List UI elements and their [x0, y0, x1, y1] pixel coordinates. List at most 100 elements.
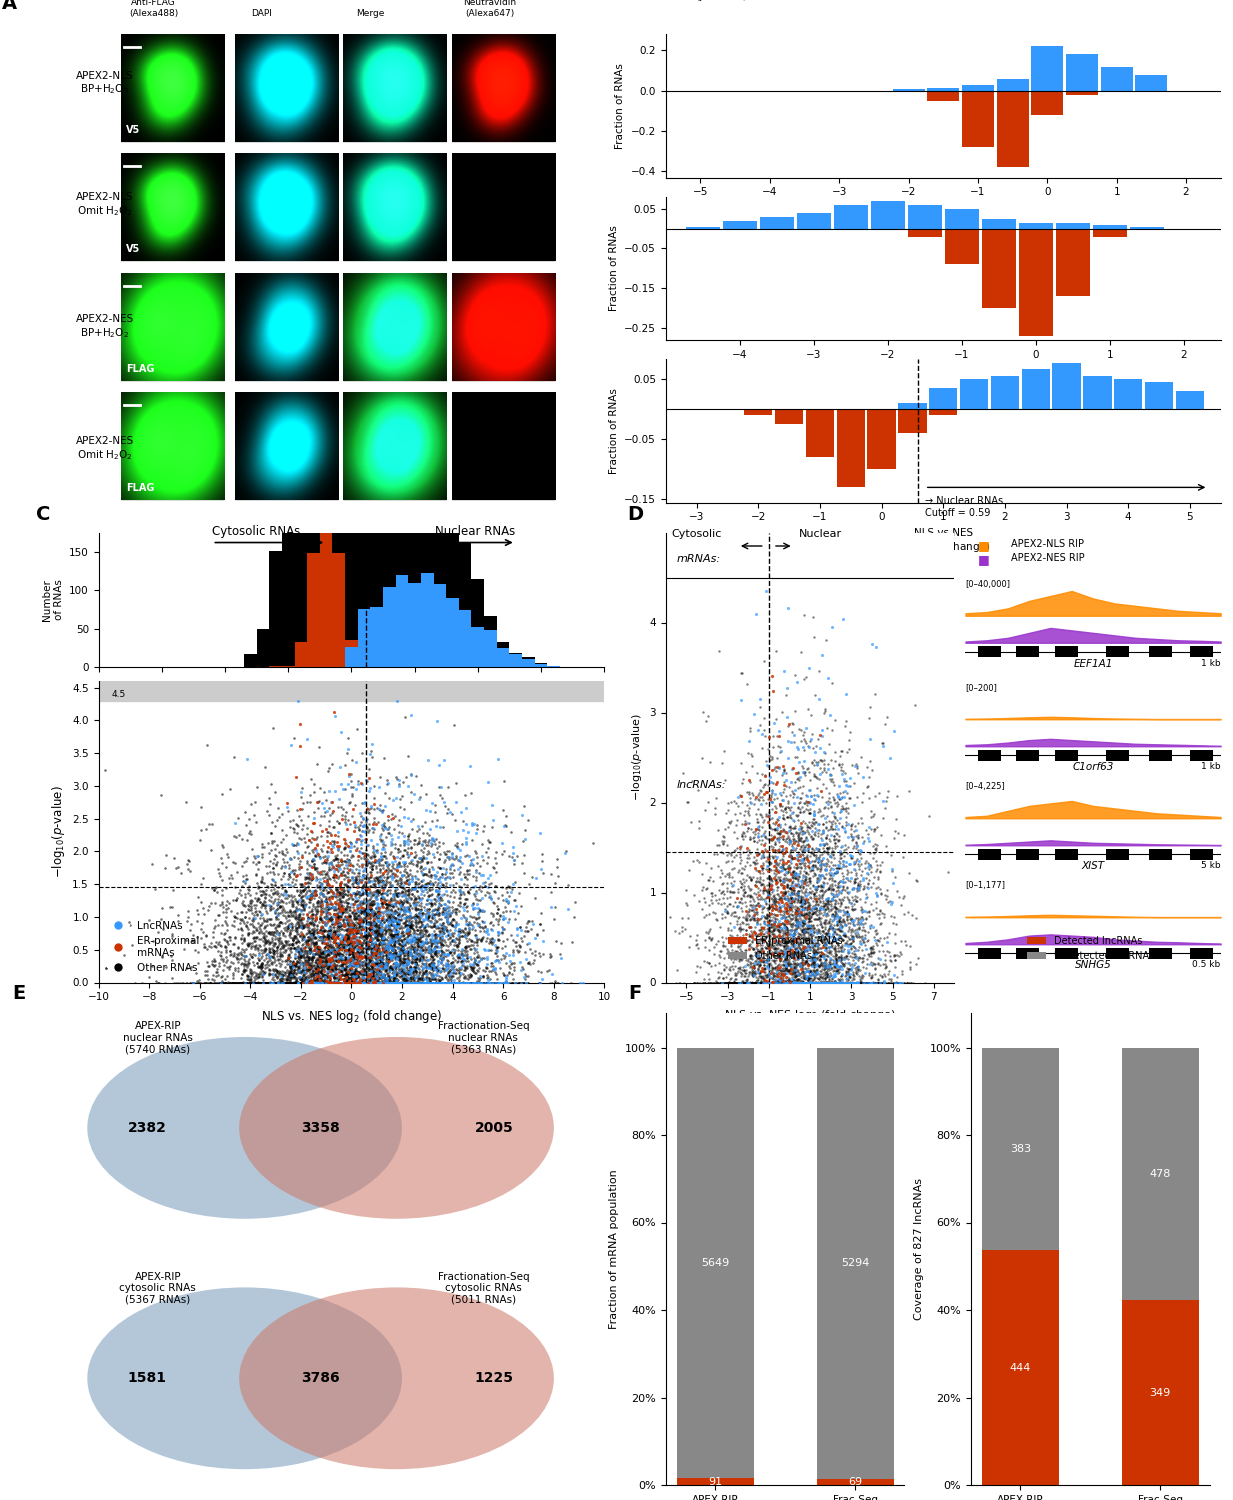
Point — [317, 932, 337, 956]
Point — [512, 894, 531, 918]
Point — [799, 837, 819, 861]
Point — [710, 945, 730, 969]
Point — [836, 958, 856, 982]
Point — [803, 915, 822, 939]
Point — [523, 909, 543, 933]
Point — [387, 914, 407, 938]
Point — [705, 970, 725, 994]
Point — [747, 910, 767, 934]
Point — [420, 970, 440, 994]
Point — [773, 827, 793, 850]
Point — [382, 864, 402, 888]
Point — [773, 926, 793, 950]
Point — [351, 970, 371, 994]
Point — [827, 916, 847, 940]
Point — [435, 903, 455, 927]
Point — [287, 920, 307, 944]
Point — [312, 952, 332, 976]
Point — [343, 915, 363, 939]
Point — [743, 962, 763, 986]
Point — [830, 918, 850, 942]
Point — [824, 970, 843, 994]
Point — [785, 900, 805, 924]
Point — [333, 884, 353, 908]
Point — [771, 948, 790, 972]
Point — [831, 914, 851, 938]
Point — [825, 970, 845, 994]
Point — [363, 970, 382, 994]
Point — [454, 970, 473, 994]
Point — [259, 921, 279, 945]
Point — [792, 970, 811, 994]
Point — [800, 865, 820, 889]
Point — [303, 970, 323, 994]
Point — [317, 862, 337, 886]
Point — [804, 880, 824, 904]
Point — [406, 844, 425, 868]
Point — [441, 970, 461, 994]
Point — [457, 894, 477, 918]
Point — [789, 951, 809, 975]
Point — [303, 924, 323, 948]
Point — [370, 951, 390, 975]
Point — [291, 945, 311, 969]
Point — [783, 950, 803, 974]
Point — [205, 970, 224, 994]
Bar — [1122, 1047, 1198, 1300]
Point — [211, 970, 231, 994]
Point — [433, 897, 453, 921]
Point — [788, 766, 808, 790]
Point — [432, 885, 451, 909]
Point — [307, 970, 327, 994]
Point — [772, 924, 792, 948]
Point — [309, 948, 329, 972]
Point — [806, 970, 826, 994]
Point — [795, 970, 815, 994]
Point — [424, 970, 444, 994]
Point — [451, 970, 471, 994]
Point — [340, 839, 360, 862]
Point — [793, 735, 813, 759]
Point — [338, 909, 358, 933]
Point — [274, 970, 293, 994]
Point — [284, 948, 303, 972]
Point — [478, 837, 498, 861]
Point — [302, 900, 322, 924]
Point — [797, 930, 816, 954]
Point — [434, 850, 454, 874]
Point — [761, 970, 780, 994]
Point — [293, 933, 313, 957]
Point — [772, 970, 792, 994]
Point — [723, 970, 742, 994]
Point — [787, 938, 806, 962]
Point — [780, 815, 800, 839]
Point — [139, 908, 159, 932]
Point — [789, 933, 809, 957]
Point — [403, 970, 423, 994]
Point — [268, 850, 287, 874]
Point — [386, 969, 406, 993]
Point — [760, 864, 779, 888]
Point — [780, 844, 800, 868]
Point — [845, 945, 864, 969]
Point — [308, 890, 328, 914]
Point — [798, 960, 817, 984]
Point — [312, 964, 332, 988]
Point — [848, 964, 868, 988]
Point — [757, 970, 777, 994]
Point — [300, 906, 319, 930]
Point — [751, 966, 771, 990]
Point — [395, 852, 414, 876]
Point — [372, 813, 392, 837]
Point — [206, 876, 226, 900]
Point — [369, 928, 388, 952]
Point — [806, 970, 826, 994]
Point — [743, 954, 763, 978]
Point — [801, 886, 821, 910]
Point — [284, 861, 303, 885]
Point — [847, 969, 867, 993]
Point — [436, 856, 456, 880]
Point — [253, 952, 272, 976]
Point — [361, 968, 381, 992]
Point — [409, 966, 429, 990]
